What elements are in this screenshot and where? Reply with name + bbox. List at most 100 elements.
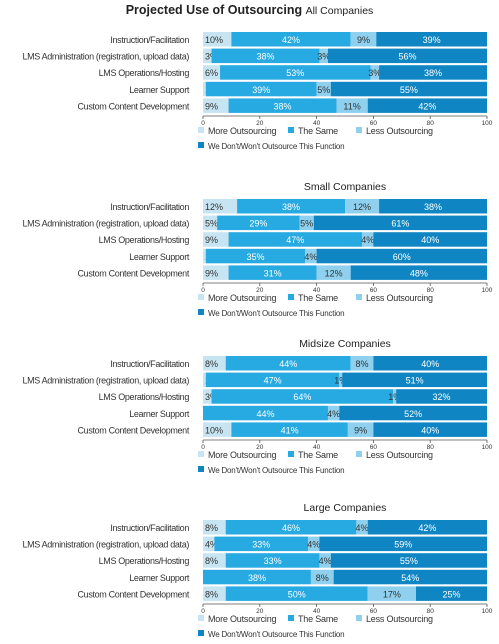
data-label: 3% [368, 68, 381, 78]
legend-label: We Don't/Won't Outsource This Function [208, 630, 344, 639]
data-label: 38% [248, 573, 266, 583]
bar-segment [214, 536, 309, 552]
bar-segment [203, 81, 206, 97]
bar-segment [203, 65, 221, 80]
bar-segment [203, 536, 215, 552]
data-label: 6% [205, 68, 218, 78]
x-tick-label: 40 [313, 287, 321, 294]
bar-segment [203, 356, 226, 371]
x-tick-label: 40 [313, 444, 321, 451]
data-label: 60% [393, 252, 411, 262]
bar-segment [350, 32, 377, 47]
x-tick-label: 40 [313, 608, 321, 615]
data-label: 42% [418, 523, 436, 533]
legend-swatch [198, 615, 204, 621]
legend-swatch [288, 127, 294, 133]
bar-segment [299, 215, 314, 231]
x-tick-label: 20 [256, 608, 264, 615]
category-label: LMS Administration (registration, upload… [23, 376, 190, 386]
data-label: 4% [356, 523, 369, 533]
legend-label: The Same [298, 293, 338, 303]
bar-segment [228, 98, 337, 113]
bar-segment [305, 248, 317, 264]
bar-segment [350, 265, 487, 280]
data-label: 8% [205, 523, 218, 533]
bar-segment [308, 536, 320, 552]
x-tick-label: 80 [427, 444, 435, 451]
x-tick-label: 80 [427, 120, 435, 127]
data-label: 8% [316, 573, 329, 583]
x-tick-label: 60 [370, 444, 378, 451]
data-label: 46% [282, 523, 300, 533]
bar-segment [336, 98, 368, 113]
x-tick-label: 20 [256, 120, 264, 127]
data-label: 33% [264, 556, 282, 566]
legend-label: We Don't/Won't Outsource This Function [208, 142, 344, 151]
x-tick-label: 0 [201, 287, 205, 294]
legend-label: More Outsourcing [208, 293, 277, 303]
data-label: 29% [249, 219, 267, 229]
bar-segment [205, 372, 340, 388]
category-label: Learner Support [129, 573, 190, 583]
x-tick-label: 40 [313, 120, 321, 127]
bar-segment [203, 265, 229, 280]
data-label: 35% [247, 252, 265, 262]
category-label: Instruction/Facilitation [110, 523, 189, 533]
bar-segment [203, 215, 218, 231]
data-label: 3% [205, 52, 218, 62]
data-label: 1% [388, 392, 401, 402]
data-label: 38% [282, 202, 300, 212]
data-label: 10% [205, 425, 223, 435]
bar-segment [313, 215, 487, 231]
panel-title: Midsize Companies [299, 338, 391, 350]
bar-segment [393, 389, 397, 404]
legend-swatch [288, 294, 294, 300]
category-label: Learner Support [129, 409, 190, 419]
legend-swatch [288, 451, 294, 457]
data-label: 61% [391, 219, 409, 229]
panel-title: Large Companies [304, 502, 387, 514]
data-label: 38% [256, 52, 274, 62]
bar-segment [362, 232, 374, 247]
bar-segment [225, 586, 368, 601]
bar-segment [211, 48, 320, 64]
data-label: 54% [401, 573, 419, 583]
bar-segment [316, 81, 331, 97]
bar-segment [333, 569, 487, 585]
data-label: 9% [205, 235, 218, 245]
data-label: 3% [317, 52, 330, 62]
data-label: 44% [279, 359, 297, 369]
bar-segment [203, 569, 311, 585]
category-label: Instruction/Facilitation [110, 35, 189, 45]
x-tick-label: 60 [370, 608, 378, 615]
data-label: 1% [334, 376, 347, 386]
data-label: 31% [264, 268, 282, 278]
bar-segment [231, 32, 351, 47]
data-label: 12% [325, 268, 343, 278]
data-label: 9% [205, 101, 218, 111]
bar-segment [367, 586, 416, 601]
bar-segment [203, 248, 206, 264]
legend-swatch [198, 466, 204, 472]
legend-swatch [198, 630, 204, 636]
chart-title-main: Projected Use of Outsourcing [125, 3, 303, 17]
data-label: 11% [343, 101, 360, 111]
bar-segment [203, 98, 229, 113]
bar-segment [203, 422, 232, 437]
data-label: 5% [317, 85, 330, 95]
data-label: 40% [421, 359, 439, 369]
bar-segment [203, 199, 238, 214]
data-label: 9% [205, 268, 218, 278]
data-label: 39% [423, 35, 441, 45]
legend-swatch [198, 309, 204, 315]
bar-segment [225, 520, 357, 535]
bar-segment [211, 389, 394, 404]
legend-swatch [198, 127, 204, 133]
data-label: 39% [252, 85, 270, 95]
x-tick-label: 80 [427, 287, 435, 294]
legend-label: More Outsourcing [208, 450, 277, 460]
bar-segment [220, 65, 371, 80]
x-tick-label: 100 [482, 444, 493, 451]
data-label: 12% [205, 202, 223, 212]
